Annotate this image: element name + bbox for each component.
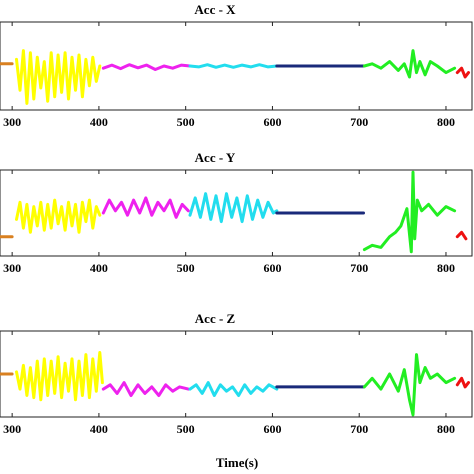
series-line-2 xyxy=(101,63,192,71)
x-tick-label: 800 xyxy=(437,422,455,436)
series-line-3 xyxy=(188,381,279,397)
x-tick-label: 300 xyxy=(3,115,21,129)
x-tick-label: 300 xyxy=(3,422,21,436)
x-tick-label: 700 xyxy=(350,422,368,436)
series-line-3 xyxy=(188,63,279,69)
x-tick-label: 700 xyxy=(350,115,368,129)
x-tick-label: 400 xyxy=(90,115,108,129)
x-tick-label: 800 xyxy=(437,115,455,129)
series-line-2 xyxy=(101,381,190,397)
series-line-5 xyxy=(362,49,457,79)
series-line-6 xyxy=(455,66,470,79)
x-axis-label: Time(s) xyxy=(216,455,258,470)
x-tick-label: 500 xyxy=(177,422,195,436)
series-line-5 xyxy=(362,353,457,417)
series-line-5 xyxy=(362,170,457,254)
x-tick-label: 400 xyxy=(90,422,108,436)
subplot-title: Acc - Y xyxy=(195,150,236,165)
plot-frame xyxy=(0,169,473,257)
series-line-2 xyxy=(101,196,190,219)
x-tick-label: 600 xyxy=(263,261,281,275)
plot-frame xyxy=(0,21,473,111)
subplot-acc-y: Acc - Y 300 400 500 600 700 800 xyxy=(0,150,473,275)
series-line-1 xyxy=(15,351,104,402)
series-line-1 xyxy=(15,49,102,105)
x-tick-label: 700 xyxy=(350,261,368,275)
subplot-title: Acc - Z xyxy=(195,311,236,326)
subplot-acc-z: Acc - Z 300 400 500 600 700 800 xyxy=(0,311,473,436)
x-tick-label: 400 xyxy=(90,261,108,275)
x-tick-label: 500 xyxy=(177,261,195,275)
subplot-acc-x: Acc - X 300 400 500 600 700 800 xyxy=(0,2,473,129)
series-line-6 xyxy=(455,376,470,389)
plot-frame xyxy=(0,330,473,418)
x-tick-label: 300 xyxy=(3,261,21,275)
x-tick-label: 800 xyxy=(437,261,455,275)
series-line-3 xyxy=(188,192,279,224)
series-line-6 xyxy=(455,230,468,241)
x-tick-label: 500 xyxy=(177,115,195,129)
x-tick-label: 600 xyxy=(263,422,281,436)
x-tick-label: 600 xyxy=(263,115,281,129)
series-line-1 xyxy=(15,198,102,234)
subplot-title: Acc - X xyxy=(194,2,236,17)
